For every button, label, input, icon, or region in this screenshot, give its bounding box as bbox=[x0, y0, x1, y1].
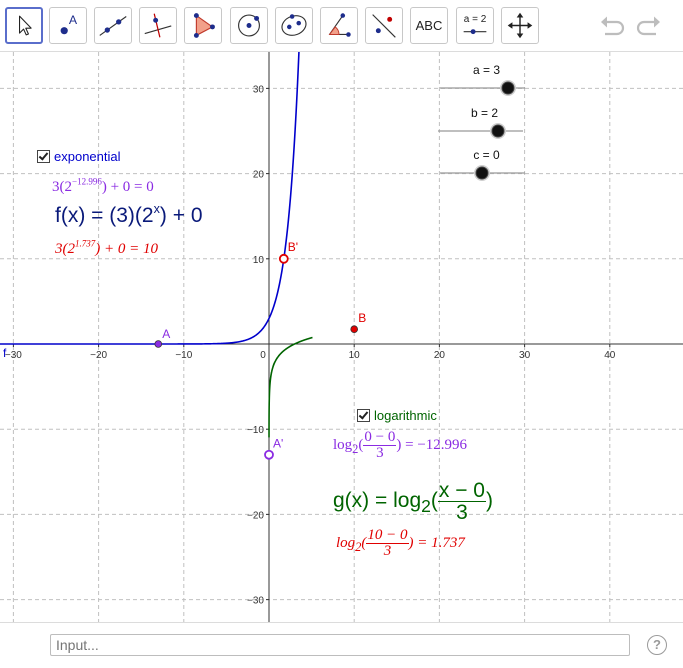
help-icon[interactable]: ? bbox=[647, 635, 667, 655]
axis-ticks: −30 −20 −10 0 10 20 30 40 30 20 10 −10 −20 −30 bbox=[5, 84, 616, 606]
y-tick-label: 20 bbox=[253, 170, 265, 181]
points: A A' B B' bbox=[154, 240, 366, 460]
point-b[interactable] bbox=[350, 325, 359, 334]
sliders: a = 3 b = 2 c = 0 bbox=[438, 63, 525, 181]
x-tick-label: −20 bbox=[90, 350, 107, 361]
polygon-icon bbox=[193, 13, 215, 38]
x-tick-label: 0 bbox=[260, 350, 266, 361]
logarithmic-checkbox-box[interactable] bbox=[357, 409, 370, 422]
slider-tool-button[interactable]: a = 2 bbox=[456, 7, 494, 44]
angle-tool-button[interactable] bbox=[320, 7, 358, 44]
exponential-curve[interactable] bbox=[0, 52, 300, 345]
slider-knob[interactable] bbox=[475, 166, 489, 180]
log-value-at-A: log2(0 − 0 3) = −12.996 bbox=[333, 429, 468, 461]
point-label-a-prime: A' bbox=[273, 437, 283, 451]
x-tick-label: 10 bbox=[349, 350, 361, 361]
f-definition: f(x) = (3)(2x) + 0 bbox=[55, 202, 203, 227]
circle-tool-button[interactable] bbox=[230, 7, 268, 44]
exp-value-at-A: 3(2−12.996) + 0 = 0 bbox=[52, 176, 154, 195]
input-bar: ? bbox=[0, 622, 683, 668]
slider-label: c = 0 bbox=[473, 148, 500, 162]
point-label-a: A bbox=[162, 327, 170, 341]
line-tool-button[interactable] bbox=[94, 7, 132, 44]
x-tick-label: 20 bbox=[434, 350, 446, 361]
grid bbox=[0, 52, 683, 622]
point-tool-button[interactable]: A bbox=[49, 7, 87, 44]
text-tool-label: ABC bbox=[415, 18, 443, 33]
point-label-b-prime: B' bbox=[288, 240, 298, 254]
y-tick-label: −10 bbox=[247, 425, 264, 436]
reflect-tool-button[interactable] bbox=[365, 7, 403, 44]
pointer-arrow-icon bbox=[19, 15, 32, 36]
reflect-about-line-icon bbox=[372, 14, 396, 38]
point-b-prime[interactable] bbox=[278, 253, 289, 264]
perpendicular-line-icon bbox=[144, 13, 172, 38]
toolbar: A bbox=[0, 0, 683, 52]
slider-label: b = 2 bbox=[471, 106, 498, 120]
conic-tool-button[interactable] bbox=[275, 7, 313, 44]
slider-knob[interactable] bbox=[501, 81, 515, 95]
y-tick-label: 10 bbox=[253, 255, 265, 266]
log-value-at-B: log2(10 − 0 3) = 1.737 bbox=[336, 527, 465, 559]
move-tool-button[interactable] bbox=[5, 7, 43, 44]
perpendicular-line-tool-button[interactable] bbox=[139, 7, 177, 44]
redo-icon[interactable] bbox=[634, 12, 664, 40]
slider-knob[interactable] bbox=[491, 124, 505, 138]
point-a-prime[interactable] bbox=[264, 449, 274, 460]
logarithmic-checkbox[interactable]: logarithmic bbox=[357, 408, 437, 423]
move-graphics-view-tool-button[interactable] bbox=[501, 7, 539, 44]
y-tick-label: 30 bbox=[253, 84, 265, 95]
logarithmic-curve[interactable] bbox=[268, 336, 313, 438]
slider-label: a = 3 bbox=[473, 63, 500, 77]
text-tool-button[interactable]: ABC bbox=[410, 7, 448, 44]
y-tick-label: −20 bbox=[247, 510, 264, 521]
y-tick-label: −30 bbox=[247, 596, 264, 607]
logarithmic-checkbox-label: logarithmic bbox=[374, 408, 437, 423]
slider-tool-label: a = 2 bbox=[463, 14, 487, 25]
exponential-checkbox-label: exponential bbox=[54, 149, 121, 164]
x-tick-label: 40 bbox=[604, 350, 616, 361]
point-a[interactable] bbox=[154, 340, 163, 348]
point-label-b: B bbox=[358, 311, 366, 325]
line-through-two-points-icon bbox=[99, 16, 127, 36]
graphics-view[interactable]: −30 −20 −10 0 10 20 30 40 30 20 10 −10 −20 −30 f A A' B… bbox=[0, 52, 683, 622]
function-label-f: f bbox=[3, 346, 7, 360]
move-arrows-icon bbox=[507, 12, 533, 39]
x-tick-label: −30 bbox=[5, 350, 22, 361]
coordinate-plane[interactable]: −30 −20 −10 0 10 20 30 40 30 20 10 −10 −20 −30 f A A' B… bbox=[0, 52, 683, 622]
point-tool-label: A bbox=[69, 13, 78, 27]
exponential-checkbox[interactable]: exponential bbox=[37, 149, 121, 164]
point-icon: A bbox=[60, 13, 78, 35]
polygon-tool-button[interactable] bbox=[184, 7, 222, 44]
exp-value-at-B: 3(21.737) + 0 = 10 bbox=[55, 238, 158, 257]
ellipse-icon bbox=[281, 14, 307, 36]
g-definition: g(x) = log2(x − 0 3) bbox=[333, 479, 493, 524]
slider-icon bbox=[463, 29, 487, 35]
exponential-checkbox-box[interactable] bbox=[37, 150, 50, 163]
angle-icon bbox=[328, 13, 351, 37]
undo-icon[interactable] bbox=[597, 12, 627, 40]
x-tick-label: −10 bbox=[175, 350, 192, 361]
circle-center-point-icon bbox=[238, 14, 260, 37]
x-tick-label: 30 bbox=[519, 350, 531, 361]
input-field[interactable] bbox=[50, 634, 630, 656]
